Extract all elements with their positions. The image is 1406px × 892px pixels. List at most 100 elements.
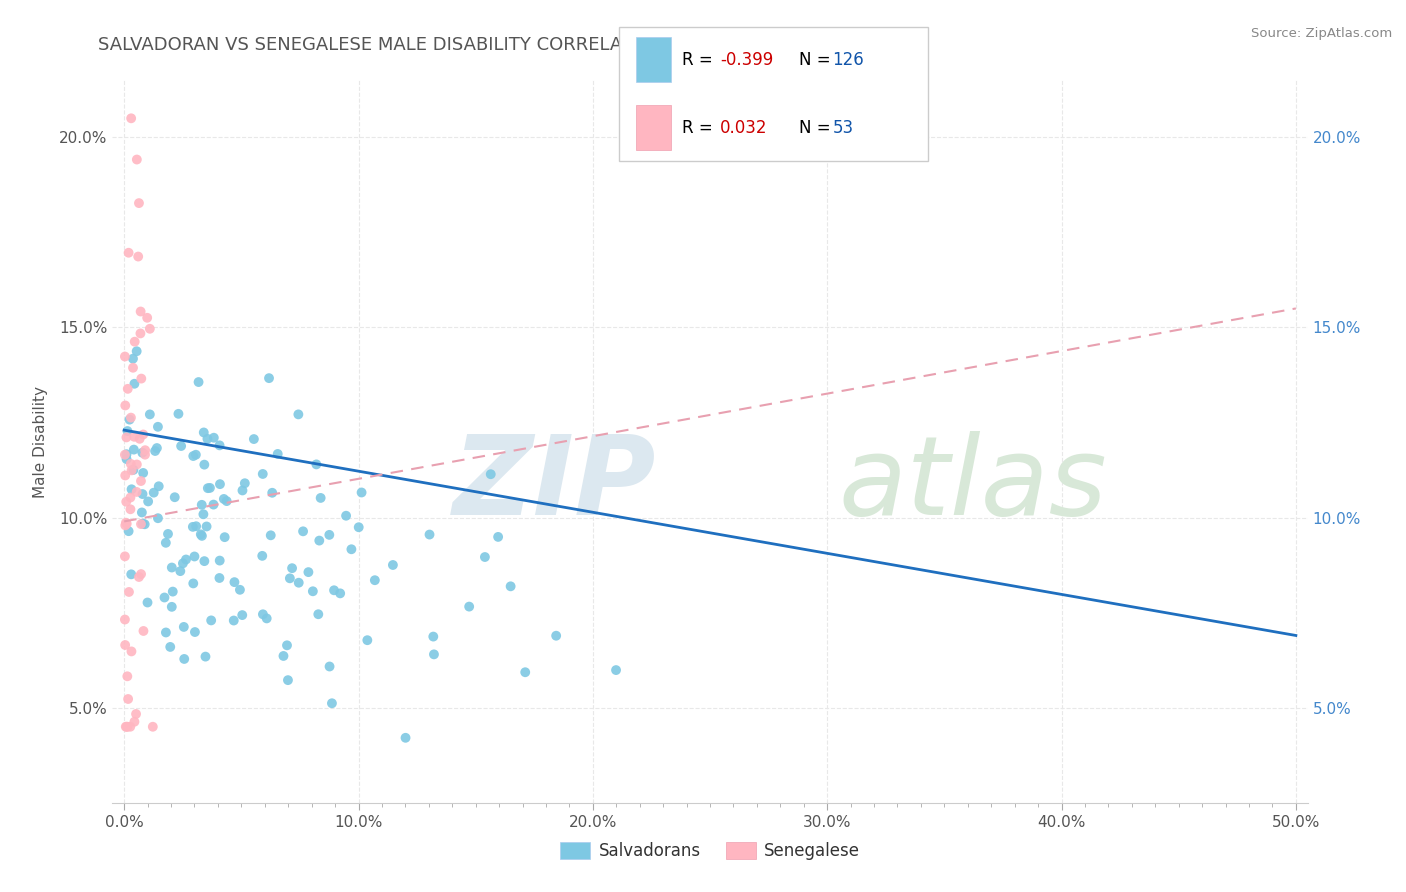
Point bbox=[128, 196, 150, 211]
Point bbox=[515, 665, 537, 680]
Point bbox=[167, 407, 190, 421]
Point bbox=[115, 447, 138, 461]
Point bbox=[181, 576, 204, 591]
Text: -0.399: -0.399 bbox=[720, 51, 773, 69]
Point bbox=[115, 516, 138, 530]
Point bbox=[212, 491, 235, 506]
Text: ZIP: ZIP bbox=[453, 432, 657, 539]
Point bbox=[474, 549, 496, 564]
Point bbox=[120, 720, 142, 734]
Text: 0.032: 0.032 bbox=[720, 119, 768, 136]
Point bbox=[215, 494, 238, 508]
Text: R =: R = bbox=[682, 119, 718, 136]
Point bbox=[340, 542, 363, 557]
Point bbox=[134, 448, 156, 462]
Point bbox=[134, 517, 156, 532]
Point bbox=[208, 571, 231, 585]
Point bbox=[118, 585, 141, 599]
Point bbox=[120, 112, 142, 126]
Point bbox=[114, 518, 136, 533]
Point bbox=[115, 720, 138, 734]
Point bbox=[172, 557, 194, 571]
Point bbox=[278, 571, 301, 585]
Point bbox=[115, 430, 138, 444]
Point bbox=[143, 444, 166, 458]
Point bbox=[297, 565, 319, 579]
Point bbox=[174, 552, 197, 566]
Point bbox=[142, 485, 165, 500]
Point bbox=[125, 344, 148, 359]
Point bbox=[114, 549, 136, 564]
Point bbox=[183, 549, 205, 564]
Point bbox=[117, 669, 139, 683]
Point bbox=[193, 554, 215, 568]
Point bbox=[321, 696, 343, 710]
Text: 53: 53 bbox=[832, 119, 853, 136]
Point bbox=[479, 467, 502, 482]
Point bbox=[307, 607, 329, 622]
Point bbox=[132, 624, 155, 638]
Point bbox=[193, 458, 215, 472]
Point bbox=[418, 527, 440, 541]
Point bbox=[122, 442, 145, 457]
Point bbox=[195, 519, 218, 533]
Point bbox=[323, 583, 346, 598]
Point bbox=[117, 382, 139, 396]
Point bbox=[160, 560, 183, 574]
Point bbox=[184, 448, 207, 462]
Point bbox=[350, 485, 373, 500]
Point bbox=[422, 630, 444, 644]
Point bbox=[208, 477, 231, 491]
Point bbox=[125, 458, 148, 472]
Point bbox=[276, 638, 298, 652]
Point bbox=[114, 448, 136, 462]
Point bbox=[193, 425, 215, 440]
Point bbox=[202, 431, 225, 445]
Point bbox=[136, 310, 159, 325]
Point bbox=[114, 638, 136, 652]
Point bbox=[129, 474, 152, 488]
Point bbox=[114, 350, 136, 364]
Text: 126: 126 bbox=[832, 51, 865, 69]
Point bbox=[381, 558, 404, 572]
Point bbox=[256, 611, 278, 625]
Text: SALVADORAN VS SENEGALESE MALE DISABILITY CORRELATION CHART: SALVADORAN VS SENEGALESE MALE DISABILITY… bbox=[98, 36, 731, 54]
Point bbox=[142, 720, 165, 734]
Point bbox=[155, 536, 177, 550]
Point bbox=[335, 508, 357, 523]
Point bbox=[125, 706, 148, 721]
Text: N =: N = bbox=[799, 119, 835, 136]
Point bbox=[131, 487, 153, 501]
Point bbox=[252, 607, 274, 622]
Point bbox=[309, 491, 332, 505]
Point bbox=[122, 463, 145, 477]
Point bbox=[257, 371, 280, 385]
Point bbox=[190, 498, 212, 512]
Point bbox=[128, 432, 150, 446]
Point bbox=[129, 517, 152, 532]
Point bbox=[181, 520, 204, 534]
Point bbox=[224, 575, 246, 590]
Point bbox=[160, 599, 183, 614]
Point bbox=[163, 490, 186, 504]
Point bbox=[159, 640, 181, 654]
Point bbox=[208, 553, 231, 567]
Point bbox=[208, 438, 231, 452]
Point bbox=[184, 519, 207, 533]
Point bbox=[231, 608, 253, 623]
Point bbox=[122, 351, 145, 366]
Point bbox=[394, 731, 416, 745]
Point bbox=[260, 528, 283, 542]
Point bbox=[125, 153, 148, 167]
Point bbox=[131, 516, 153, 531]
Point bbox=[125, 484, 148, 499]
Point bbox=[131, 446, 153, 460]
Y-axis label: Male Disability: Male Disability bbox=[34, 385, 48, 498]
Point bbox=[187, 375, 209, 389]
Point bbox=[281, 561, 304, 575]
Point bbox=[136, 595, 159, 609]
Point bbox=[318, 659, 340, 673]
Point bbox=[347, 520, 370, 534]
Point bbox=[131, 371, 153, 385]
Point bbox=[114, 720, 136, 734]
